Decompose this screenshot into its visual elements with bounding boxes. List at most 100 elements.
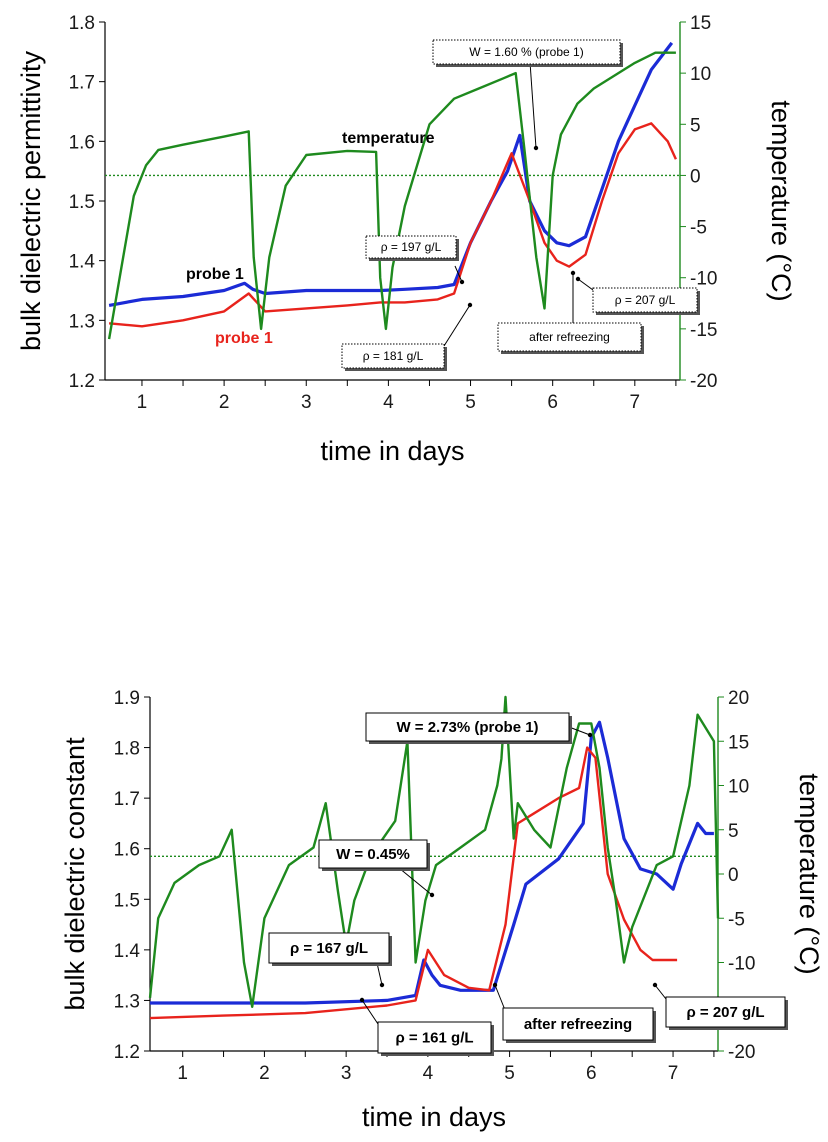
- x-tick-label: 4: [423, 1063, 434, 1084]
- y2-tick-label: -20: [690, 371, 717, 392]
- y-tick-label: 1.7: [114, 789, 140, 810]
- y2-tick-label: 0: [728, 865, 739, 886]
- annotation-text: after refreezing: [524, 1016, 632, 1033]
- y-tick-label: 1.2: [69, 371, 95, 392]
- series-label: temperature: [342, 130, 435, 147]
- y2-tick-label: -10: [728, 954, 755, 975]
- annotation-box: [502, 1007, 654, 1041]
- x-tick-label: 6: [547, 392, 558, 413]
- annotation-pointer: [570, 270, 576, 276]
- x-tick-label: 2: [259, 1063, 270, 1084]
- x-axis-title: time in days: [320, 436, 464, 466]
- annotation-pointer: [587, 732, 593, 738]
- y-tick-label: 1.6: [114, 840, 140, 861]
- annotation-leader: [494, 984, 506, 1011]
- annotation-box: [365, 712, 570, 742]
- annotation-box: [592, 287, 698, 313]
- annotation-text: ρ = 207 g/L: [686, 1004, 764, 1021]
- annotation-box: [497, 322, 642, 352]
- annotation: ρ = 161 g/L: [359, 997, 494, 1056]
- annotation-leader: [454, 265, 463, 283]
- annotation-box: [341, 343, 445, 369]
- y-tick-label: 1.5: [114, 890, 140, 911]
- chart-1: 1.2 1.3 1.4 1.5 1.6 1.7 1.8 -20 -15 -10 -5 0 5 10 15 1 2…: [16, 13, 796, 466]
- series-line-2: [108, 122, 677, 328]
- y-tick-label: 1.9: [114, 688, 140, 709]
- series-label: probe 1: [186, 266, 244, 283]
- y-tick-label: 1.3: [114, 991, 140, 1012]
- x-axis-title: time in days: [362, 1102, 506, 1132]
- x-tick-label: 5: [465, 392, 476, 413]
- y-axis-title: bulk dielectric constant: [60, 737, 90, 1011]
- annotation-pointer: [359, 997, 365, 1003]
- annotation-text: ρ = 181 g/L: [363, 349, 424, 363]
- y-axis-title: bulk dielectric permittivity: [16, 50, 46, 351]
- y2-tick-label: 15: [728, 732, 749, 753]
- annotation-leader: [361, 999, 379, 1025]
- annotation-leader: [568, 726, 591, 736]
- annotation-pointer: [467, 302, 473, 308]
- annotation: ρ = 197 g/L: [365, 235, 465, 285]
- y-tick-label: 1.4: [114, 941, 141, 962]
- annotation-pointer: [429, 892, 435, 898]
- y2-tick-label: -10: [690, 269, 717, 290]
- annotation-box: [318, 839, 428, 869]
- annotation-pointer: [459, 279, 465, 285]
- x-tick-label: 1: [137, 392, 148, 413]
- annotation-text: W = 2.73% (probe 1): [396, 719, 538, 736]
- y2-tick-label: 10: [690, 64, 711, 85]
- x-tick-label: 7: [630, 392, 641, 413]
- annotation-leader: [376, 962, 383, 986]
- annotation: W = 0.45%: [318, 839, 435, 898]
- annotation-box: [365, 235, 457, 259]
- annotation-pointer: [379, 982, 385, 988]
- y2-tick-label: 0: [690, 166, 701, 187]
- y-tick-label: 1.6: [69, 132, 95, 153]
- annotation-text: ρ = 197 g/L: [381, 240, 442, 254]
- x-tick-label: 3: [341, 1063, 352, 1084]
- x-tick-label: 5: [504, 1063, 515, 1084]
- annotation-box: [665, 996, 786, 1028]
- x-tick-label: 1: [177, 1063, 188, 1084]
- annotation-leader: [529, 61, 537, 149]
- annotation-leader: [577, 278, 594, 291]
- y2-axis-title: temperature (°C): [766, 100, 796, 301]
- annotation-text: ρ = 161 g/L: [395, 1030, 473, 1047]
- y2-axis-title: temperature (°C): [794, 773, 824, 974]
- x-tick-label: 4: [383, 392, 394, 413]
- annotation-box: [268, 932, 390, 964]
- annotation-box: [432, 39, 621, 65]
- annotation: after refreezing: [492, 982, 656, 1043]
- y-tick-label: 1.4: [69, 252, 96, 273]
- y2-tick-label: -15: [690, 320, 717, 341]
- annotation: ρ = 207 g/L: [575, 276, 700, 315]
- x-tick-label: 7: [668, 1063, 679, 1084]
- annotation-text: W = 1.60 % (probe 1): [469, 45, 583, 59]
- x-tick-label: 2: [219, 392, 230, 413]
- y2-tick-label: 10: [728, 777, 749, 798]
- annotation-pointer: [492, 982, 498, 988]
- annotation: ρ = 181 g/L: [341, 302, 473, 371]
- annotation: ρ = 167 g/L: [268, 932, 392, 988]
- annotation: ρ = 207 g/L: [652, 982, 788, 1030]
- chart-2: 1.21.31.41.51.61.71.81.9-20-15-10-505101…: [60, 688, 824, 1132]
- annotation-leader: [398, 867, 433, 896]
- y-tick-label: 1.5: [69, 192, 95, 213]
- annotation-text: ρ = 207 g/L: [615, 293, 676, 307]
- annotation-pointer: [652, 982, 658, 988]
- annotation: after refreezing: [497, 270, 644, 354]
- series-line-2: [149, 746, 678, 1020]
- annotation-pointer: [575, 276, 581, 282]
- y2-tick-label: 15: [690, 13, 711, 34]
- y2-tick-label: -5: [690, 218, 707, 239]
- annotation-pointer: [533, 145, 539, 151]
- series-line-3: [148, 695, 720, 1008]
- x-tick-label: 6: [586, 1063, 597, 1084]
- annotation-box: [377, 1021, 492, 1054]
- annotation-text: after refreezing: [529, 330, 610, 344]
- y-tick-label: 1.8: [114, 739, 140, 760]
- y2-tick-label: 5: [690, 115, 701, 136]
- y-tick-label: 1.7: [69, 73, 95, 94]
- y-tick-label: 1.8: [69, 13, 95, 34]
